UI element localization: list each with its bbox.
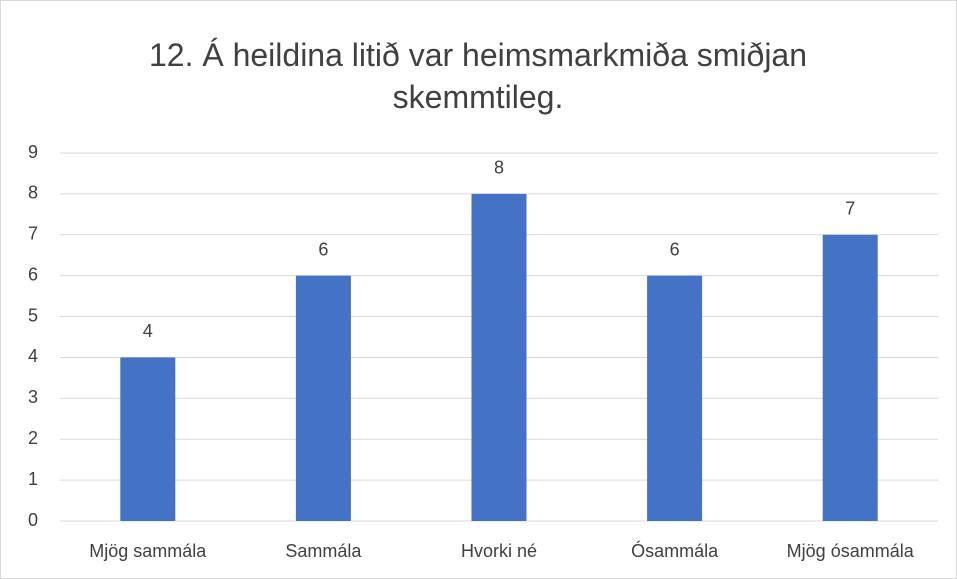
x-tick-label: Ósammála [631, 540, 719, 561]
bar [647, 275, 703, 521]
data-label: 8 [494, 158, 504, 178]
y-tick-label: 1 [28, 469, 38, 489]
y-tick-label: 9 [28, 142, 38, 162]
data-label: 7 [845, 199, 855, 219]
y-tick-label: 7 [28, 224, 38, 244]
y-tick-label: 5 [28, 305, 38, 325]
data-label: 6 [670, 239, 680, 259]
bar [295, 275, 351, 521]
y-tick-label: 6 [28, 264, 38, 284]
data-label: 6 [318, 239, 328, 259]
x-tick-label: Hvorki né [461, 541, 537, 561]
y-tick-label: 3 [28, 387, 38, 407]
y-tick-label: 8 [28, 183, 38, 203]
bar [822, 234, 878, 521]
x-tick-label: Mjög ósammála [787, 541, 915, 561]
x-tick-label: Mjög sammála [89, 541, 207, 561]
bar [471, 193, 527, 521]
y-tick-label: 0 [28, 510, 38, 530]
data-label: 4 [143, 321, 153, 341]
bar [120, 357, 176, 521]
x-tick-label: Sammála [285, 541, 362, 561]
y-tick-label: 4 [28, 346, 38, 366]
y-tick-label: 2 [28, 428, 38, 448]
chart-title: 12. Á heildina litið var heimsmarkmiða s… [148, 37, 808, 115]
